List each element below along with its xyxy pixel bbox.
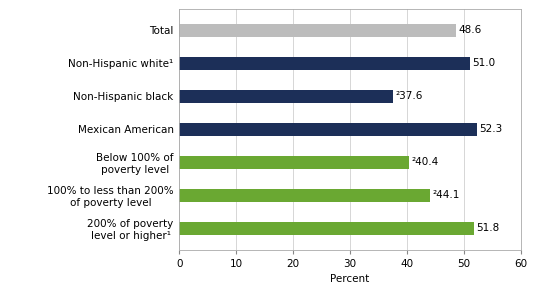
Bar [179,156,409,169]
Bar [179,24,456,36]
Bar [179,123,477,136]
Text: ²40.4: ²40.4 [412,157,438,167]
X-axis label: Percent: Percent [330,275,370,285]
Text: ²37.6: ²37.6 [395,91,423,101]
Text: 52.3: 52.3 [479,124,502,134]
Text: 48.6: 48.6 [458,25,482,35]
Bar [179,189,430,202]
Bar [179,90,393,103]
Text: 51.0: 51.0 [472,58,495,68]
Bar [179,222,474,235]
Text: 51.8: 51.8 [477,223,500,233]
Bar [179,57,470,70]
Text: ²44.1: ²44.1 [432,191,460,201]
